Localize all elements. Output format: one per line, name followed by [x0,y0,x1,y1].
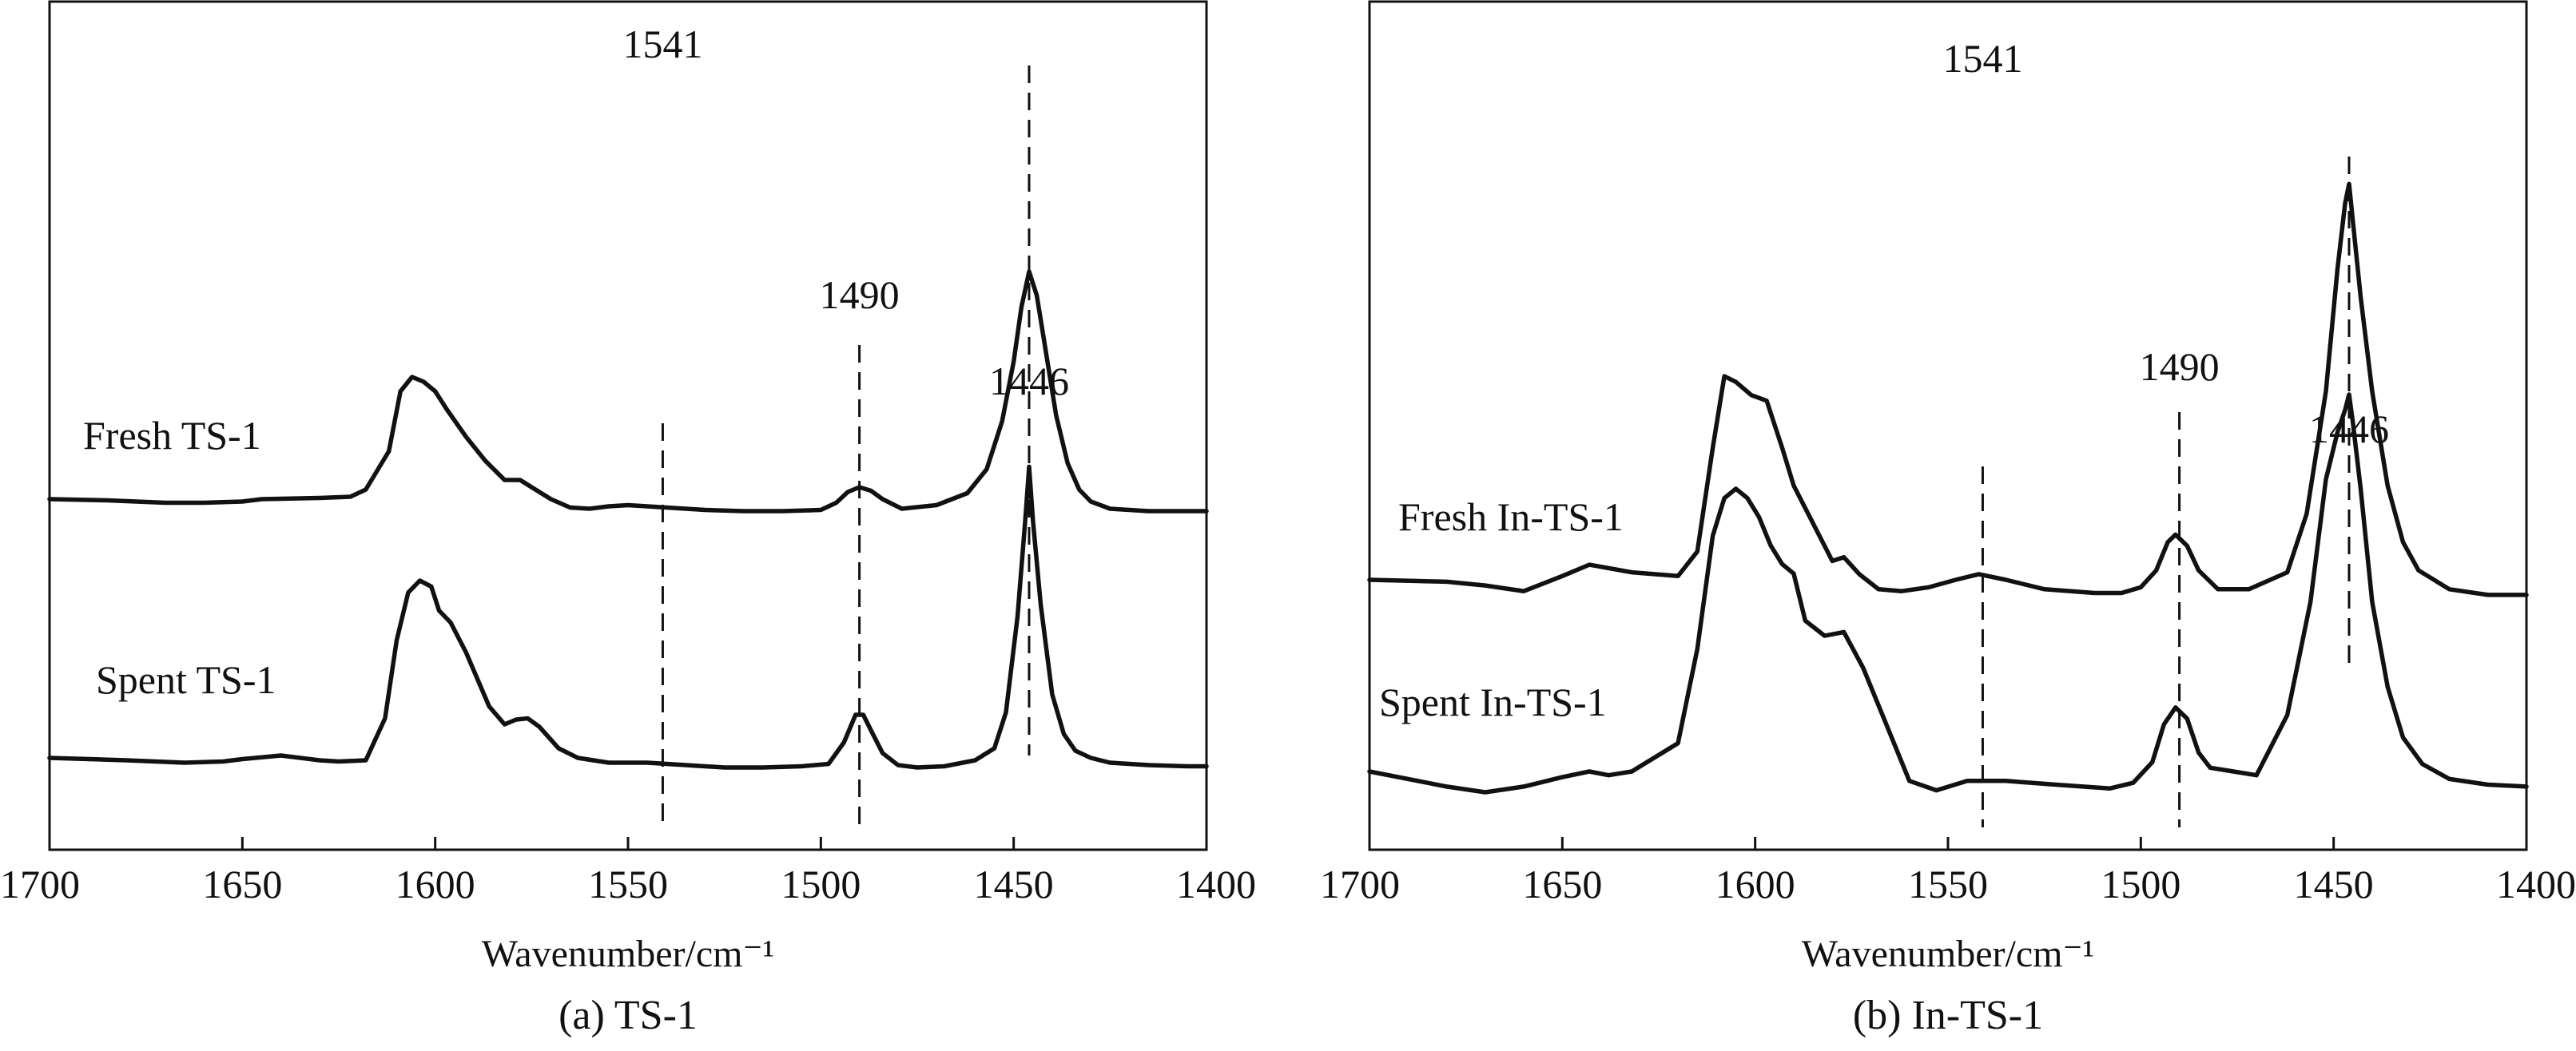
x-tick-label-1550: 1550 [588,862,668,906]
x-tick-label-1600: 1600 [396,862,475,906]
x-tick-label-1550: 1550 [1908,862,1988,906]
panel-a-ts-1: 1700 1650 1600 1550 1500 1450 1400 1541 1490 144… [0,0,1256,1038]
panel-a-x-ticks: 1700 1650 1600 1550 1500 1450 1400 [0,837,1256,906]
spectrum-line-spent-ts-1 [47,464,1209,770]
x-tick-label-1650: 1650 [1522,862,1602,906]
x-tick-label-1600: 1600 [1715,862,1795,906]
panel-b-x-ticks: 1700 1650 1600 1550 1500 1450 1400 [1320,837,2576,906]
x-tick-label-1450: 1450 [2294,862,2374,906]
panel-b-x-axis-title: Wavenumber/cm⁻¹ [1802,933,2094,975]
peak-marker-label-1541: 1541 [622,22,702,66]
series-label-spent-ts-1: Spent TS-1 [96,657,276,702]
peak-marker-label-1490: 1490 [820,272,900,317]
panel-a-peak-markers: 1541 1490 1446 [622,22,1069,827]
series-label-fresh-ts-1: Fresh TS-1 [83,413,261,458]
x-tick-label-1700: 1700 [0,862,80,906]
spectrum-line-spent-in-ts-1 [1367,392,2529,795]
panel-a-x-axis-title: Wavenumber/cm⁻¹ [482,933,774,975]
peak-marker-label-1446: 1446 [989,359,1069,403]
x-tick-label-1450: 1450 [974,862,1054,906]
panel-b-caption: (b) In-TS-1 [1853,993,2043,1038]
panel-b-in-ts-1: 1700 1650 1600 1550 1500 1450 1400 15411490144… [1320,0,2576,1038]
x-tick-label-1700: 1700 [1320,862,1400,906]
x-tick-label-1500: 1500 [2101,862,2180,906]
spectrum-line-fresh-ts-1 [47,269,1209,514]
peak-marker-label-1541: 1541 [1942,36,2022,81]
peak-marker-label-1490: 1490 [2140,344,2220,389]
x-tick-label-1650: 1650 [202,862,282,906]
panel-a-caption: (a) TS-1 [559,993,698,1038]
x-tick-label-1400: 1400 [2496,862,2576,906]
panel-a-spectra [47,269,1209,770]
panel-b-spectra [1367,181,2529,795]
x-tick-label-1500: 1500 [781,862,861,906]
x-tick-label-1400: 1400 [1176,862,1256,906]
series-label-fresh-in-ts-1: Fresh In-TS-1 [1398,494,1624,539]
spectrum-line-fresh-in-ts-1 [1367,181,2529,597]
series-label-spent-in-ts-1: Spent In-TS-1 [1379,680,1607,724]
